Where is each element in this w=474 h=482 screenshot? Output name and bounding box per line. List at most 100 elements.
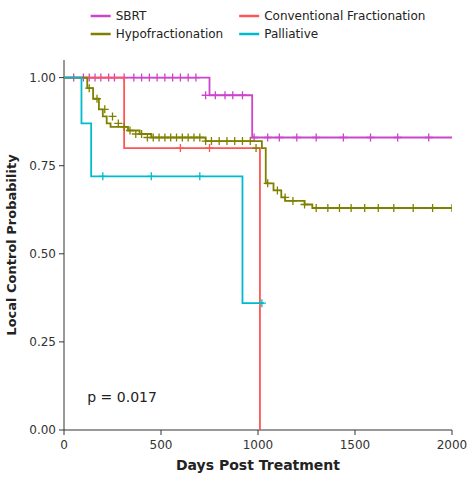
y-tick bbox=[59, 165, 64, 166]
legend-swatch bbox=[91, 33, 111, 36]
censor-mark bbox=[109, 112, 117, 120]
x-tick-label: 1500 bbox=[340, 438, 371, 452]
legend-item: Palliative bbox=[239, 27, 318, 41]
censor-mark bbox=[238, 137, 246, 145]
y-axis-line bbox=[64, 60, 65, 430]
censor-mark bbox=[138, 74, 146, 82]
censor-mark bbox=[264, 134, 272, 142]
censor-mark bbox=[335, 204, 343, 212]
survival-curve bbox=[64, 78, 452, 138]
legend-swatch bbox=[239, 15, 259, 18]
censor-mark bbox=[130, 74, 138, 82]
censor-mark bbox=[394, 134, 402, 142]
y-tick bbox=[59, 77, 64, 78]
censor-mark bbox=[347, 204, 355, 212]
censor-mark bbox=[196, 134, 204, 142]
y-tick-label: 0.25 bbox=[29, 335, 56, 349]
x-tick bbox=[258, 430, 259, 435]
censor-mark bbox=[114, 119, 122, 127]
censor-mark bbox=[367, 134, 375, 142]
annotation: p = 0.017 bbox=[87, 389, 157, 405]
legend-swatch bbox=[91, 15, 111, 18]
censor-mark bbox=[339, 134, 347, 142]
censor-mark bbox=[231, 137, 239, 145]
censor-mark bbox=[99, 172, 107, 180]
censor-mark bbox=[101, 105, 109, 113]
legend-item: Conventional Fractionation bbox=[239, 9, 425, 23]
censor-mark bbox=[184, 74, 192, 82]
y-tick-label: 0.75 bbox=[29, 159, 56, 173]
censor-mark bbox=[138, 130, 146, 138]
censor-mark bbox=[192, 74, 200, 82]
censor-mark bbox=[246, 137, 254, 145]
censor-mark bbox=[289, 197, 297, 205]
censor-mark bbox=[390, 204, 398, 212]
legend-label: Palliative bbox=[264, 27, 318, 41]
x-tick bbox=[64, 430, 65, 435]
y-tick bbox=[59, 253, 64, 254]
censor-mark bbox=[409, 204, 417, 212]
censor-mark bbox=[273, 186, 281, 194]
legend-label: Conventional Fractionation bbox=[264, 9, 425, 23]
censor-mark bbox=[293, 134, 301, 142]
x-tick-label: 500 bbox=[150, 438, 173, 452]
censor-mark bbox=[312, 134, 320, 142]
censor-mark bbox=[207, 137, 215, 145]
legend-label: Hypofractionation bbox=[116, 27, 224, 41]
censor-mark bbox=[120, 123, 128, 131]
censor-mark bbox=[161, 74, 169, 82]
censor-mark bbox=[238, 91, 246, 99]
censor-mark bbox=[264, 179, 272, 187]
censor-mark bbox=[206, 144, 214, 152]
censor-mark bbox=[448, 204, 452, 212]
y-tick-label: 0.00 bbox=[29, 423, 56, 437]
legend-swatch bbox=[239, 33, 259, 36]
censor-mark bbox=[281, 193, 289, 201]
y-tick-label: 1.00 bbox=[29, 71, 56, 85]
censor-mark bbox=[176, 144, 184, 152]
x-tick-label: 0 bbox=[60, 438, 68, 452]
survival-curve bbox=[64, 78, 264, 304]
chart: 0 500 1000 1500 2000 0.00 0.25 0.50 0.75 1.00 Days… bbox=[0, 0, 474, 482]
censor-mark bbox=[429, 204, 437, 212]
censor-mark bbox=[202, 91, 210, 99]
censor-mark bbox=[301, 200, 309, 208]
axes: 0 500 1000 1500 2000 0.00 0.25 0.50 0.75 1.00 bbox=[29, 60, 467, 452]
y-axis-label: Local Control Probability bbox=[4, 154, 19, 336]
legend-item: Hypofractionation bbox=[91, 27, 224, 41]
censor-mark bbox=[229, 91, 237, 99]
survival-curve bbox=[64, 78, 260, 430]
x-axis-label: Days Post Treatment bbox=[176, 457, 340, 473]
survival-curve bbox=[64, 78, 452, 208]
censor-mark bbox=[221, 91, 229, 99]
plot-area bbox=[64, 74, 452, 430]
censor-mark bbox=[425, 134, 433, 142]
legend-label: SBRT bbox=[116, 9, 147, 23]
censor-mark bbox=[258, 299, 266, 307]
censor-mark bbox=[169, 74, 177, 82]
censor-mark bbox=[85, 84, 93, 92]
x-tick bbox=[355, 430, 356, 435]
censor-mark bbox=[252, 144, 260, 152]
censor-mark bbox=[324, 204, 332, 212]
censor-mark bbox=[312, 204, 320, 212]
censor-mark bbox=[126, 126, 134, 134]
censor-mark bbox=[196, 172, 204, 180]
y-tick-label: 0.50 bbox=[29, 247, 56, 261]
censor-mark bbox=[211, 91, 219, 99]
censor-mark bbox=[361, 204, 369, 212]
censor-mark bbox=[153, 74, 161, 82]
censor-mark bbox=[223, 137, 231, 145]
censor-mark bbox=[93, 95, 101, 103]
censor-mark bbox=[147, 172, 155, 180]
x-tick-label: 1000 bbox=[243, 438, 274, 452]
x-tick bbox=[161, 430, 162, 435]
x-tick-label: 2000 bbox=[437, 438, 468, 452]
legend: SBRT Conventional Fractionation Hypofracti… bbox=[91, 9, 426, 41]
x-tick bbox=[452, 430, 453, 435]
censor-mark bbox=[275, 134, 283, 142]
censor-mark bbox=[215, 137, 223, 145]
background bbox=[0, 0, 474, 482]
censor-mark bbox=[176, 74, 184, 82]
censor-mark bbox=[145, 74, 153, 82]
